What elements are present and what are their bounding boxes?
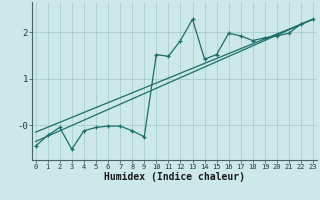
X-axis label: Humidex (Indice chaleur): Humidex (Indice chaleur) bbox=[104, 172, 245, 182]
